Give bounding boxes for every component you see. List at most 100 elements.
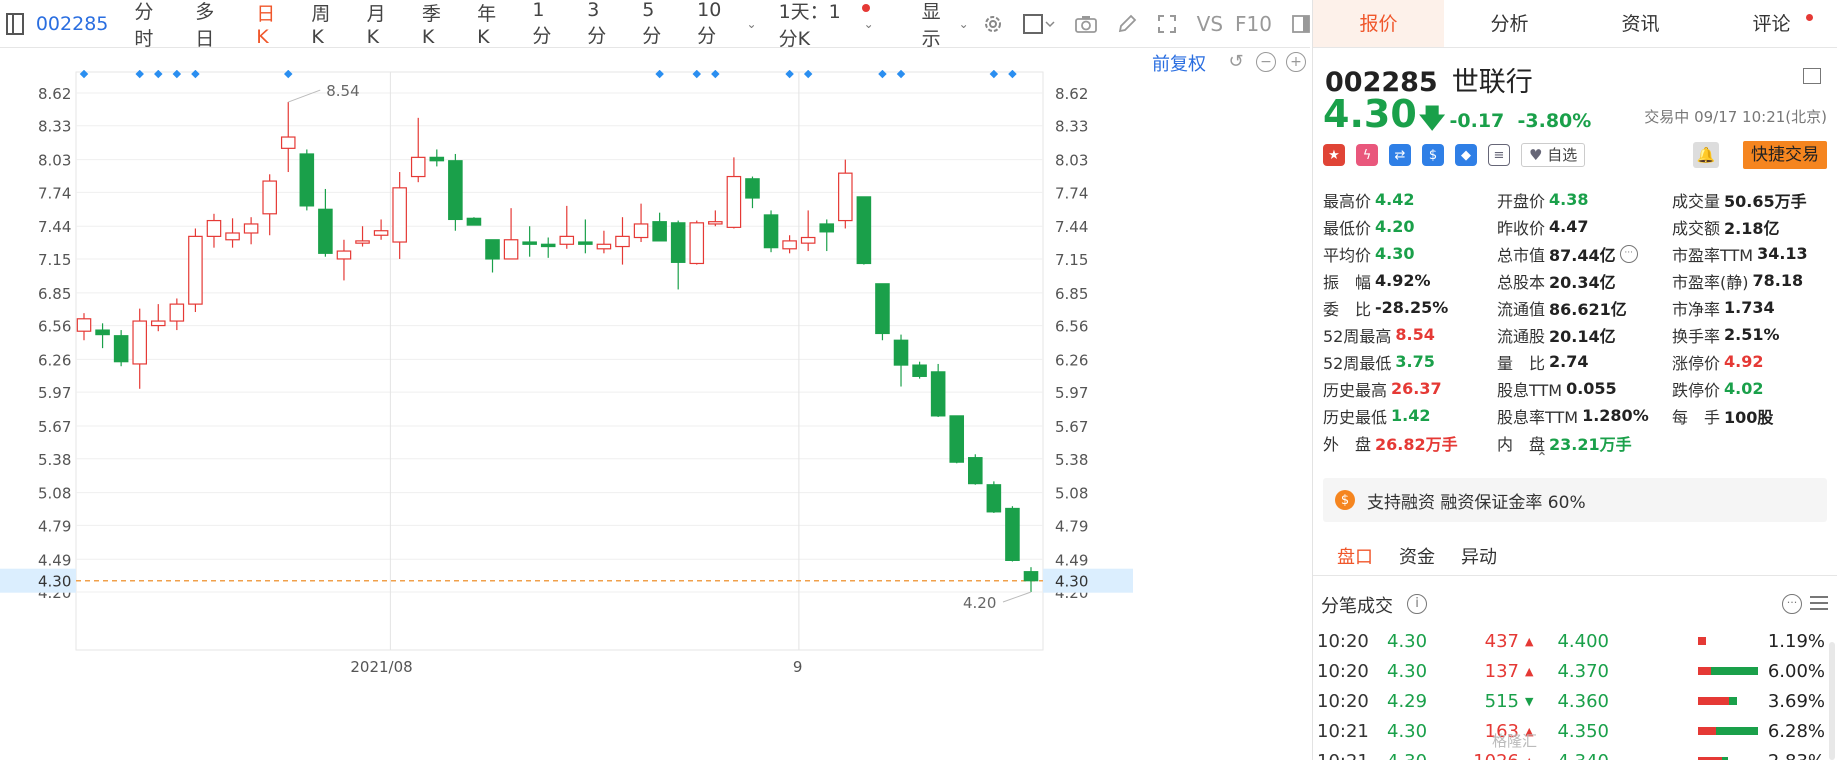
margin-trading-banner[interactable]: $ 支持融资 融资保证金率 60% <box>1323 478 1827 522</box>
stat-value: 34.13 <box>1757 244 1808 263</box>
y-tick-label-left: 6.85 <box>38 285 71 303</box>
tab-weekly-k[interactable]: 周K <box>311 3 331 48</box>
trade-time: 10:20 <box>1317 690 1369 712</box>
stat-label: 市净率 <box>1672 299 1721 319</box>
stat-cell: 成交量 50.65万手 <box>1672 188 1832 212</box>
menu-icon[interactable] <box>1803 68 1821 84</box>
zoom-out-icon[interactable]: − <box>1256 52 1276 72</box>
tab-multiday[interactable]: 多日 <box>195 0 215 50</box>
coin-icon: $ <box>1335 490 1355 510</box>
tab-capital[interactable]: 资金 <box>1399 547 1435 568</box>
list-icon[interactable] <box>1810 596 1828 610</box>
candle-down <box>912 364 927 377</box>
price-change-pct: -3.80% <box>1517 110 1592 132</box>
stats-row: 历史最低 1.42 股息率TTM 1.280% 每 手 100股 <box>1323 402 1833 429</box>
candle-up <box>76 318 92 332</box>
info-icon[interactable]: i <box>1407 594 1427 614</box>
triangle-down-icon: ▼ <box>1525 694 1534 708</box>
vs-icon[interactable]: VS <box>1196 11 1224 36</box>
reset-zoom-icon[interactable]: ↺ <box>1228 51 1244 72</box>
tab-analysis[interactable]: 分析 <box>1490 13 1529 35</box>
stat-value: -28.25% <box>1375 298 1449 317</box>
tab-daily-k[interactable]: 日K <box>256 3 276 48</box>
stock-code-link[interactable]: 002285 <box>35 12 109 35</box>
tab-3min[interactable]: 3分 <box>587 0 607 47</box>
trade-volume: 163 <box>1484 720 1519 742</box>
trade-price: 4.29 <box>1387 690 1428 712</box>
stat-cell: 跌停价 4.02 <box>1672 377 1832 401</box>
checkbox-icon[interactable] <box>1022 13 1055 34</box>
quick-trade-button[interactable]: 快捷交易 <box>1743 141 1827 169</box>
panel-tabs: 报价 分析 资讯 评论 <box>1313 0 1837 48</box>
stat-label: 最高价 <box>1323 191 1372 211</box>
tab-10min[interactable]: 10分 <box>697 0 722 47</box>
trade-row: 10:21 4.30 163 ▲ 4.350 6.28% <box>1313 716 1825 746</box>
tab-news[interactable]: 资讯 <box>1621 13 1660 35</box>
candle-up <box>615 235 630 248</box>
tab-monthly-k[interactable]: 月K <box>366 3 386 48</box>
stats-row: 52周最高 8.54 流通股 20.14亿 换手率 2.51% <box>1323 321 1833 348</box>
shuffle-icon[interactable]: ⇄ <box>1389 144 1411 166</box>
pencil-icon[interactable] <box>1117 14 1137 34</box>
stat-value: 2.51% <box>1724 325 1780 344</box>
adjust-price-toggle[interactable]: 前复权 <box>1152 54 1206 75</box>
more-icon[interactable]: ··· <box>1782 594 1802 614</box>
tab-5min[interactable]: 5分 <box>642 0 662 47</box>
tag-icon[interactable]: ◆ <box>1455 144 1477 166</box>
panel-icon[interactable] <box>1292 14 1310 34</box>
stat-cell: 委 比 -28.25% <box>1323 296 1497 320</box>
display-dropdown[interactable]: 显示 <box>921 0 941 50</box>
interval-select[interactable]: 1天：1分K <box>778 0 841 50</box>
stat-value: 0.055 <box>1566 379 1617 398</box>
settings-icon[interactable] <box>983 14 1003 34</box>
chevron-down-icon[interactable]: ⌄ <box>958 16 969 31</box>
tab-comments[interactable]: 评论 <box>1706 0 1837 47</box>
candle-down <box>540 243 556 248</box>
tab-intraday[interactable]: 分时 <box>134 0 154 50</box>
y-tick-label-right: 8.62 <box>1055 85 1088 103</box>
event-marker <box>655 70 664 79</box>
tab-quote[interactable]: 报价 <box>1313 0 1444 47</box>
trade-pct: 3.69% <box>1767 690 1825 712</box>
candle-up <box>800 236 816 244</box>
y-tick-label-left: 4.79 <box>38 517 71 535</box>
tab-orderbook[interactable]: 盘口 <box>1337 547 1373 568</box>
tab-1min[interactable]: 1分 <box>532 0 552 47</box>
low-annotation-line <box>1002 591 1032 603</box>
tab-yearly-k[interactable]: 年K <box>477 3 497 48</box>
y-tick-label-right: 6.56 <box>1055 318 1088 336</box>
bid-price: 4.350 <box>1557 720 1609 742</box>
add-watchlist-button[interactable]: ♥ 自选 <box>1521 143 1586 167</box>
bell-icon[interactable]: 🔔 <box>1693 142 1719 168</box>
trade-volume: 437 <box>1484 630 1519 652</box>
more-icon[interactable]: ··· <box>1619 244 1638 263</box>
stats-row: 最低价 4.20 昨收价 4.47 成交额 2.18亿 <box>1323 213 1833 240</box>
dollar-icon[interactable]: $ <box>1422 144 1444 166</box>
camera-icon[interactable] <box>1074 14 1097 34</box>
zoom-in-icon[interactable]: + <box>1286 52 1306 72</box>
y-tick-label-left: 8.03 <box>38 152 71 170</box>
stat-value: 23.21万手 <box>1549 434 1632 454</box>
y-tick-label-right: 6.26 <box>1055 351 1088 369</box>
chevron-down-icon[interactable]: ⌄ <box>863 16 874 31</box>
sidebar-toggle-icon[interactable] <box>6 12 24 35</box>
china-flag-icon[interactable]: ★ <box>1323 144 1345 166</box>
candlestick-chart[interactable]: 8.62 8.62 8.33 8.33 8.03 8.03 7.74 7.74 7.44 7.44… <box>0 70 1310 760</box>
stock-code: 002285 <box>1325 67 1438 98</box>
trade-volume: 515 <box>1484 690 1519 712</box>
notification-dot <box>862 4 870 12</box>
x-tick-label: 9 <box>793 658 803 676</box>
fullscreen-icon[interactable] <box>1157 14 1177 34</box>
lightning-icon[interactable]: ϟ <box>1356 144 1378 166</box>
stat-cell: 振 幅 4.92% <box>1323 269 1497 293</box>
tab-quarterly-k[interactable]: 季K <box>421 3 441 48</box>
stat-cell: 市盈率(静) 78.18 <box>1672 269 1832 293</box>
tab-movement[interactable]: 异动 <box>1461 547 1497 568</box>
chart-toolbar: 002285 分时 多日 日K 周K 月K 季K 年K 1分 3分 5分 10分… <box>0 0 1310 50</box>
chevron-down-icon[interactable]: ⌄ <box>746 16 757 31</box>
f10-icon[interactable]: F10 <box>1235 11 1272 36</box>
current-price-label-right: 4.30 <box>1055 573 1088 591</box>
collapse-icon[interactable]: ⌃ <box>1536 450 1548 466</box>
document-icon[interactable]: ≡ <box>1488 144 1510 166</box>
scrollbar[interactable] <box>1829 642 1835 760</box>
